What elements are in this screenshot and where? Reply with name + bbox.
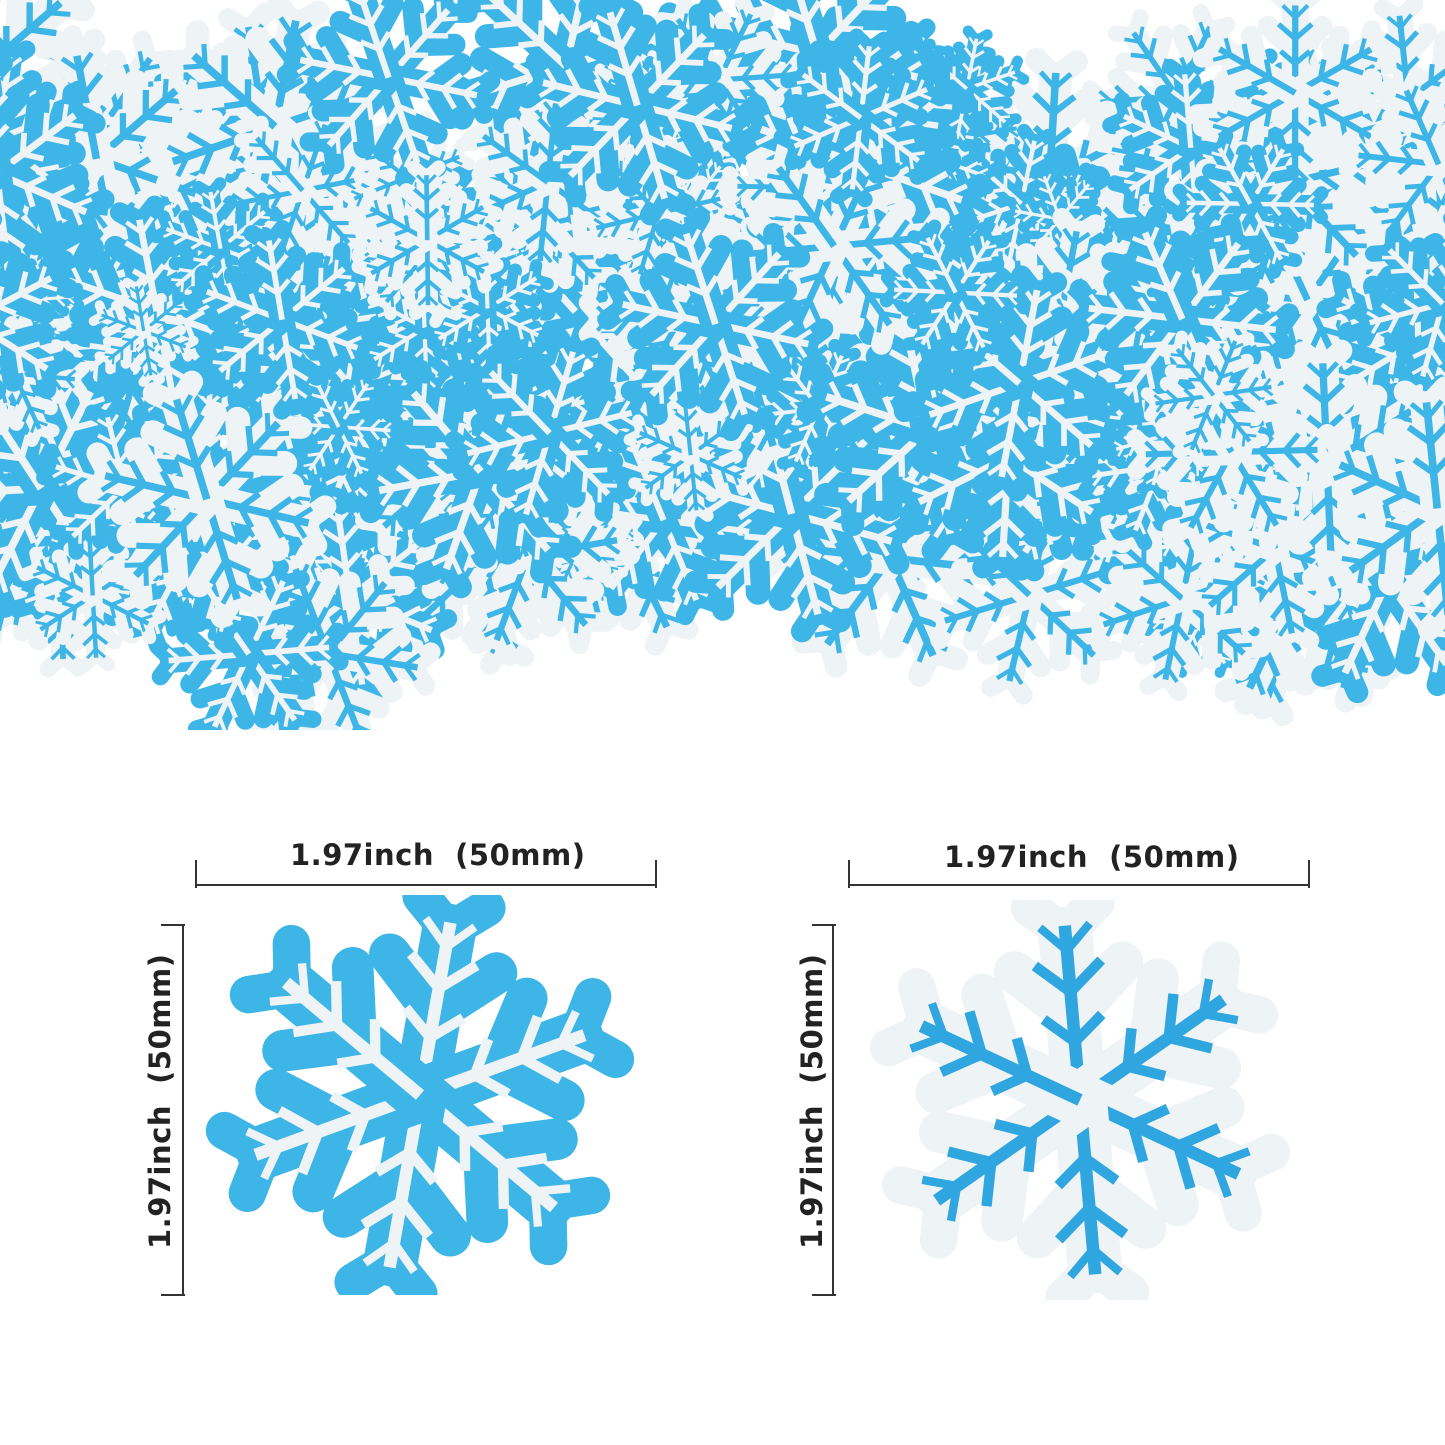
width-label: 1.97inch (50mm) xyxy=(944,840,1240,874)
width-tick-right xyxy=(655,860,657,888)
height-tick-bottom xyxy=(812,1294,836,1296)
snowflake-white xyxy=(860,900,1300,1300)
height-label: 1.97inch (50mm) xyxy=(795,953,829,1249)
width-label: 1.97inch (50mm) xyxy=(290,838,586,872)
width-tick-left xyxy=(195,860,197,888)
snowflake-blue xyxy=(200,895,640,1295)
width-dimension-line xyxy=(195,884,657,886)
width-tick-right xyxy=(1308,860,1310,888)
height-dimension-line xyxy=(182,925,184,1295)
width-dimension-line xyxy=(848,884,1310,886)
height-tick-top xyxy=(812,924,836,926)
height-label: 1.97inch (50mm) xyxy=(143,953,177,1249)
height-dimension-line xyxy=(832,925,834,1295)
snowflake-confetti-pile xyxy=(0,0,1445,730)
height-tick-top xyxy=(161,924,185,926)
height-tick-bottom xyxy=(161,1294,185,1296)
width-tick-left xyxy=(848,860,850,888)
